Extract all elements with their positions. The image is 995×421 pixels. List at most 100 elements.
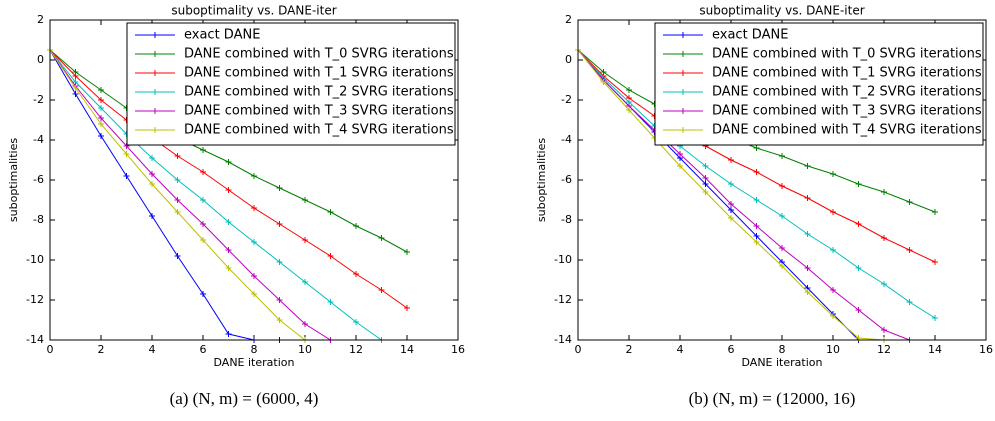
- x-tick-label: 0: [47, 343, 54, 356]
- marker: [881, 189, 887, 195]
- marker: [72, 91, 79, 97]
- x-tick-label: 4: [149, 343, 156, 356]
- marker: [72, 73, 79, 79]
- marker: [123, 173, 130, 179]
- marker: [881, 281, 887, 287]
- marker: [932, 209, 938, 215]
- marker: [753, 239, 760, 245]
- legend-label: DANE combined with T_3 SVRG iterations: [712, 104, 982, 119]
- legend-box: [654, 22, 984, 146]
- y-tick-label: -10: [26, 253, 44, 266]
- marker: [251, 239, 257, 245]
- y-tick-label: -6: [33, 173, 44, 186]
- marker: [353, 223, 359, 229]
- marker: [353, 271, 359, 277]
- marker: [225, 331, 232, 337]
- y-tick-label: 0: [565, 53, 572, 66]
- marker: [98, 105, 104, 111]
- marker: [200, 197, 206, 203]
- marker: [728, 181, 734, 187]
- marker: [302, 321, 308, 327]
- marker: [855, 181, 862, 187]
- marker: [327, 299, 334, 305]
- plot-frame: [577, 19, 987, 341]
- x-axis-label: DANE iteration: [214, 356, 295, 369]
- legend-label: DANE combined with T_4 SVRG iterations: [712, 123, 982, 138]
- marker: [728, 157, 734, 163]
- caption: (a) (N, m) = (6000, 4): [170, 389, 319, 408]
- x-tick-label: 4: [677, 343, 684, 356]
- marker: [677, 163, 683, 169]
- x-tick-label: 16: [451, 343, 465, 356]
- marker: [932, 315, 938, 321]
- marker: [251, 273, 257, 279]
- marker: [906, 299, 913, 305]
- marker: [830, 313, 836, 319]
- x-tick-label: 10: [298, 343, 312, 356]
- marker: [804, 265, 811, 271]
- marker: [753, 145, 760, 151]
- y-tick-label: 0: [37, 53, 44, 66]
- marker: [804, 289, 811, 295]
- x-tick-label: 14: [928, 343, 942, 356]
- y-tick-label: 2: [565, 13, 572, 26]
- marker: [378, 287, 385, 293]
- marker: [200, 169, 206, 175]
- marker: [626, 87, 632, 93]
- marker: [251, 173, 257, 179]
- marker: [327, 209, 334, 215]
- series-line: [50, 49, 382, 340]
- marker: [804, 195, 811, 201]
- marker: [353, 319, 359, 325]
- marker: [149, 155, 155, 161]
- marker: [200, 221, 206, 227]
- marker: [276, 297, 283, 303]
- marker: [225, 187, 232, 193]
- legend-label: DANE combined with T_1 SVRG iterations: [184, 66, 454, 81]
- marker: [404, 305, 410, 311]
- marker: [779, 213, 785, 219]
- x-axis-label: DANE iteration: [742, 356, 823, 369]
- marker: [200, 291, 206, 297]
- y-tick-label: -2: [561, 93, 572, 106]
- marker: [98, 87, 104, 93]
- marker: [932, 259, 938, 265]
- x-tick-label: 0: [575, 343, 582, 356]
- x-tick-label: 6: [728, 343, 735, 356]
- marker: [149, 213, 155, 219]
- legend-label: DANE combined with T_0 SVRG iterations: [184, 47, 454, 62]
- marker: [225, 159, 232, 165]
- marker: [302, 279, 308, 285]
- marker: [98, 121, 104, 127]
- marker: [677, 151, 683, 157]
- series-line: [578, 49, 910, 340]
- marker: [600, 79, 607, 85]
- y-axis-label: suboptimalities: [535, 138, 548, 222]
- marker: [779, 245, 785, 251]
- x-tick-label: 10: [826, 343, 840, 356]
- marker: [200, 147, 206, 153]
- y-tick-label: -8: [561, 213, 572, 226]
- marker: [302, 237, 308, 243]
- legend-label: DANE combined with T_0 SVRG iterations: [712, 47, 982, 62]
- legend-label: DANE combined with T_3 SVRG iterations: [184, 104, 454, 119]
- y-tick-label: -14: [554, 333, 572, 346]
- legend-label: exact DANE: [712, 28, 788, 43]
- marker: [855, 221, 862, 227]
- legend-label: DANE combined with T_4 SVRG iterations: [184, 123, 454, 138]
- y-tick-label: 2: [37, 13, 44, 26]
- y-tick-label: -4: [561, 133, 572, 146]
- marker: [702, 175, 709, 181]
- marker: [72, 85, 79, 91]
- marker: [906, 199, 913, 205]
- marker: [378, 235, 385, 241]
- x-tick-label: 8: [251, 343, 258, 356]
- marker: [779, 263, 785, 269]
- legend-label: DANE combined with T_2 SVRG iterations: [184, 85, 454, 100]
- marker: [855, 307, 862, 313]
- marker: [830, 171, 836, 177]
- x-tick-label: 8: [779, 343, 786, 356]
- plot: suboptimality vs. DANE-iter 0 2 4 6 8 10 12 14 16…: [7, 4, 465, 408]
- marker: [753, 169, 760, 175]
